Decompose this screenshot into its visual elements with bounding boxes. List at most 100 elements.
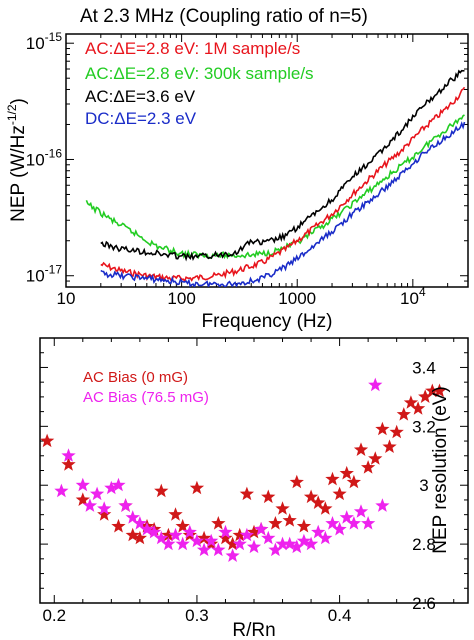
scatter-point	[232, 527, 247, 542]
scatter-point	[75, 492, 90, 506]
top-legend-entry: DC:ΔE=2.3 eV	[85, 109, 197, 128]
scatter-point	[246, 524, 262, 539]
scatter-point	[82, 498, 98, 512]
top-x-tick-label: 10	[57, 289, 76, 308]
scatter-point	[61, 457, 76, 471]
scatter-point	[154, 483, 169, 498]
scatter-point	[132, 516, 147, 530]
top-y-tick-label: 10-16	[26, 146, 63, 169]
scatter-point	[289, 474, 304, 489]
bottom-legend-entry: AC Bias (76.5 mG)	[83, 389, 209, 406]
scatter-point	[303, 536, 319, 551]
scatter-point	[189, 533, 205, 548]
scatter-point	[239, 527, 254, 542]
bottom-y-tick-label: 3.2	[412, 417, 436, 436]
scatter-point	[268, 516, 283, 530]
scatter-point	[425, 383, 440, 398]
top-legend-entry: AC:ΔE=3.6 eV	[85, 87, 196, 106]
scatter-point	[40, 433, 55, 448]
scatter-point	[325, 516, 340, 530]
scatter-point	[168, 507, 183, 521]
top-legend: AC:ΔE=2.8 eV: 1M sample/s AC:ΔE=2.8 eV: 3…	[85, 39, 314, 128]
scatter-point	[204, 533, 219, 548]
top-x-tick-label: 104	[400, 285, 426, 308]
scatter-point	[282, 513, 297, 527]
scatter-point	[75, 477, 90, 492]
scatter-point	[403, 395, 419, 409]
scatter-point	[389, 424, 404, 439]
top-series-line	[100, 69, 465, 262]
scatter-point	[353, 504, 369, 518]
scatter-point	[346, 516, 361, 530]
top-series-line	[85, 114, 465, 260]
top-series-line	[100, 86, 466, 283]
scatter-point	[318, 530, 333, 545]
bottom-x-tick-label: 0.3	[185, 606, 209, 625]
scatter-point	[246, 539, 262, 554]
scatter-point	[225, 548, 240, 562]
scatter-point	[254, 521, 269, 536]
top-legend-entry: AC:ΔE=2.8 eV: 300k sample/s	[85, 64, 314, 83]
scatter-point	[396, 407, 411, 421]
scatter-point	[125, 510, 140, 524]
scatter-point	[239, 486, 254, 501]
nep-resolution-panel: 0.2 0.3 0.4 2.6 2.8 3 3.2 3.4 R/Rn NEP resoluti…	[39, 337, 469, 640]
bottom-y-axis-label: NEP resolution (eV)	[430, 386, 451, 554]
top-x-axis-label: Frequency (Hz)	[202, 311, 333, 332]
scatter-point	[139, 521, 155, 536]
scatter-point	[353, 442, 369, 456]
scatter-point	[104, 480, 119, 495]
scatter-point	[125, 527, 140, 542]
scatter-point	[97, 501, 112, 515]
scatter-point	[154, 530, 169, 545]
scatter-point	[418, 389, 433, 403]
scatter-point	[182, 524, 197, 539]
bottom-y-tick-label: 3.4	[412, 358, 436, 377]
top-plot-frame	[65, 33, 469, 288]
scatter-point	[61, 448, 76, 462]
scatter-point	[275, 501, 290, 515]
scatter-point	[161, 527, 176, 542]
bottom-x-axis-label: R/Rn	[232, 620, 275, 640]
scatter-point	[196, 542, 212, 557]
scatter-point	[161, 536, 176, 551]
scatter-point	[361, 460, 376, 474]
scatter-point	[339, 510, 354, 524]
nep-spectrum-panel: 10 100 1000 104 10-17 10-16 10-15 At 2.3 MHz (…	[5, 6, 469, 332]
bottom-y-tick-label: 2.6	[412, 594, 436, 613]
top-x-tick-label: 1000	[278, 289, 316, 308]
top-chart-title: At 2.3 MHz (Coupling ratio of n=5)	[80, 6, 368, 27]
bottom-legend-entry: AC Bias (0 mG)	[83, 369, 188, 386]
top-legend-entry: AC:ΔE=2.8 eV: 1M sample/s	[85, 39, 300, 58]
scatter-point	[261, 489, 276, 504]
scatter-point	[225, 536, 240, 551]
scatter-point	[311, 524, 326, 539]
top-series-line	[100, 121, 466, 287]
top-x-tick-label: 100	[167, 289, 195, 308]
bottom-x-tick-label: 0.2	[42, 606, 66, 625]
scatter-point	[289, 539, 304, 554]
bottom-y-tick-label: 3	[419, 476, 428, 495]
scatter-point	[97, 507, 112, 521]
scatter-point	[410, 401, 426, 415]
scatter-point	[368, 377, 383, 392]
scatter-point	[218, 530, 233, 545]
scatter-point	[147, 524, 162, 539]
scatter-point	[261, 530, 276, 545]
scatter-point	[54, 483, 69, 498]
scatter-point	[368, 451, 383, 465]
scatter-point	[111, 477, 126, 492]
scatter-point	[303, 489, 319, 504]
scatter-point	[211, 542, 226, 557]
bottom-legend: AC Bias (0 mG) AC Bias (76.5 mG)	[83, 369, 209, 406]
scatter-point	[332, 521, 347, 536]
scatter-point	[268, 542, 283, 557]
scatter-point	[189, 480, 205, 495]
bottom-x-tick-label: 0.4	[328, 606, 352, 625]
scatter-point	[339, 465, 354, 480]
scatter-point	[296, 533, 312, 548]
scatter-point	[325, 471, 340, 486]
scatter-point	[132, 530, 147, 545]
scatter-point	[196, 530, 212, 545]
